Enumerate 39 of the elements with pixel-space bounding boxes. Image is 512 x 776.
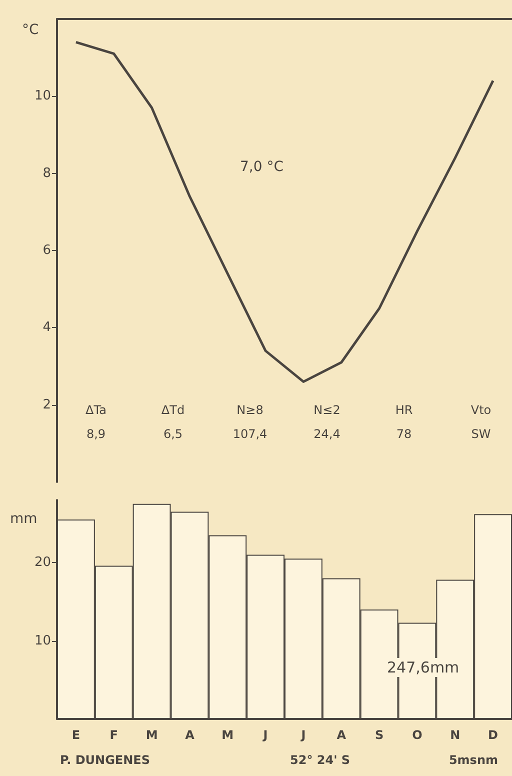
x-tick-label: N	[450, 728, 460, 742]
y-tick-label: 10	[34, 88, 51, 104]
x-tick-label: J	[262, 728, 268, 742]
annotation: N≤2	[314, 403, 340, 417]
x-tick-label: S	[374, 728, 384, 742]
annotation: 8,9	[86, 427, 106, 441]
line-series	[74, 40, 494, 383]
y-tick-label: 2	[42, 397, 51, 412]
x-tick-label: M	[222, 728, 234, 742]
annotation: 24,4	[314, 427, 340, 441]
y-axis-title: mm	[10, 511, 38, 527]
annotation: N≥8	[236, 403, 264, 417]
y-tick-label: 8	[42, 166, 51, 181]
annotation: ΔTa	[86, 403, 106, 417]
x-tick-label: M	[146, 728, 158, 742]
y-tick-label: 20	[34, 555, 51, 570]
x-tick-label: J	[300, 728, 306, 742]
y-tick-label: 4	[42, 320, 51, 336]
x-tick-label: O	[412, 728, 422, 742]
text: 52° 24' S	[290, 753, 350, 767]
text: 5msnm	[448, 753, 498, 767]
text: P. DUNGENES	[60, 753, 150, 767]
annotation: 247,6mm	[387, 658, 460, 676]
annotation: ΔTd	[161, 403, 185, 417]
annotation: HR	[395, 403, 413, 417]
x-tick-label: F	[110, 728, 118, 742]
x-tick-label: E	[72, 728, 80, 742]
annotation: SW	[471, 427, 491, 441]
y-axis-title: °C	[22, 22, 39, 38]
annotation: 107,4	[232, 427, 268, 441]
y-tick-label: 6	[42, 243, 51, 258]
x-tick-label: A	[185, 728, 196, 742]
y-tick-label: 10	[34, 633, 51, 648]
annotation: Vto	[470, 403, 492, 417]
x-tick-label: A	[336, 728, 347, 742]
annotation: 7,0 °C	[240, 159, 284, 175]
annotation: 78	[396, 427, 412, 441]
annotation: 6,5	[163, 427, 183, 441]
x-tick-label: D	[488, 728, 498, 742]
